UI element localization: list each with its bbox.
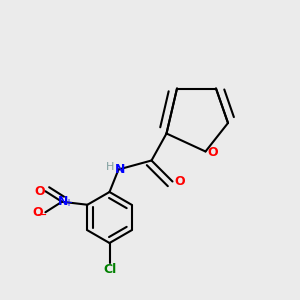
Text: O: O — [175, 175, 185, 188]
Text: −: − — [37, 209, 48, 222]
Text: O: O — [33, 206, 43, 219]
Text: N: N — [115, 163, 125, 176]
Text: N: N — [58, 195, 69, 208]
Text: O: O — [208, 146, 218, 160]
Text: Cl: Cl — [103, 262, 116, 276]
Text: +: + — [64, 198, 72, 208]
Text: H: H — [106, 161, 114, 172]
Text: O: O — [35, 185, 45, 198]
